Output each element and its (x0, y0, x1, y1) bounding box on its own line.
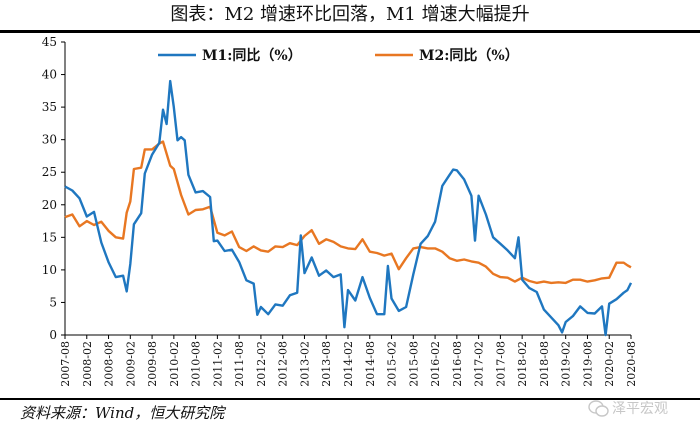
x-tick-label: 2017-08 (494, 341, 507, 387)
y-tick-label: 25 (42, 165, 57, 179)
x-tick-label: 2019-08 (581, 341, 594, 387)
x-tick-label: 2010-08 (190, 341, 203, 387)
y-tick-label: 30 (42, 133, 57, 147)
legend-m1-label: M1:同比（%） (202, 47, 302, 64)
x-tick-label: 2013-08 (320, 341, 333, 387)
top-rule (0, 30, 700, 33)
chart-title: 图表：M2 增速环比回落，M1 增速大幅提升 (170, 4, 530, 25)
x-tick-label: 2020-02 (603, 341, 616, 387)
x-tick-label: 2008-08 (103, 341, 116, 387)
wechat-icon (588, 400, 609, 417)
y-tick-label: 15 (42, 230, 57, 244)
y-tick-label: 35 (42, 100, 57, 114)
y-tick-label: 0 (49, 328, 57, 342)
y-tick-label: 20 (42, 198, 57, 212)
x-tick-label: 2016-02 (429, 341, 442, 387)
series-m2-line (64, 140, 632, 285)
x-tick-label: 2010-02 (168, 341, 181, 387)
watermark: 泽平宏观 (588, 394, 698, 422)
y-tick-label: 10 (42, 263, 57, 277)
x-tick-label: 2007-08 (59, 341, 72, 387)
x-tick-label: 2018-02 (516, 341, 529, 387)
x-tick-label: 2008-02 (81, 341, 94, 387)
x-tick-label: 2014-02 (342, 341, 355, 387)
x-tick-label: 2015-02 (386, 341, 399, 387)
x-tick-label: 2009-08 (146, 341, 159, 387)
x-tick-label: 2014-08 (364, 341, 377, 387)
legend-m2-label: M2:同比（%） (419, 47, 519, 64)
x-tick-label: 2020-08 (625, 341, 638, 387)
line-chart: 0 5 10 15 20 25 30 35 40 45 2007-08 2008-02 2008-08 2… (42, 35, 638, 387)
x-tick-label: 2012-02 (255, 341, 268, 387)
x-tick-label: 2015-08 (407, 341, 420, 387)
x-tick-label: 2019-02 (560, 341, 573, 387)
watermark-text: 泽平宏观 (612, 401, 668, 417)
x-tick-label: 2016-08 (451, 341, 464, 387)
x-tick-label: 2017-02 (473, 341, 486, 387)
x-tick-label: 2018-08 (538, 341, 551, 387)
x-tick-label: 2011-08 (233, 341, 246, 387)
series-m1-line (64, 79, 633, 337)
y-tick-label: 5 (49, 295, 57, 309)
x-tick-label: 2012-08 (277, 341, 290, 387)
bottom-rule (0, 398, 700, 400)
y-tick-label: 45 (42, 35, 57, 49)
x-tick-label: 2013-02 (298, 341, 311, 387)
source-note: 资料来源：Wind，恒大研究院 (20, 404, 225, 422)
y-tick-label: 40 (42, 68, 57, 82)
x-tick-label: 2011-02 (211, 341, 224, 387)
x-tick-label: 2009-02 (124, 341, 137, 387)
